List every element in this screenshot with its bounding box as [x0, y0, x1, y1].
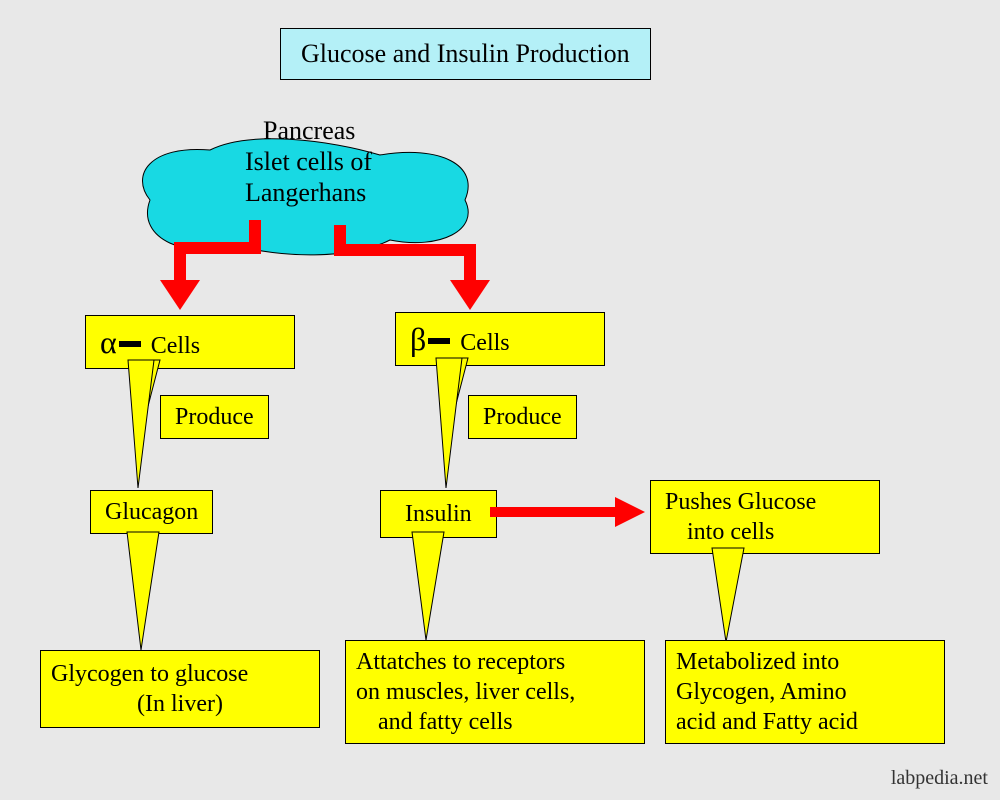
callout-tail-alpha-to-glucagon	[120, 360, 180, 500]
pancreas-line1: Pancreas	[245, 115, 372, 146]
glucagon-box: Glucagon	[90, 490, 213, 534]
attaches-line2: on muscles, liver cells,	[356, 677, 634, 707]
pancreas-label: Pancreas Islet cells of Langerhans	[245, 115, 372, 209]
watermark: labpedia.net	[891, 767, 988, 790]
insulin-box: Insulin	[380, 490, 497, 538]
metabolized-line3: acid and Fatty acid	[676, 707, 934, 737]
metabolized-box: Metabolized into Glycogen, Amino acid an…	[665, 640, 945, 744]
beta-symbol: β	[410, 321, 426, 357]
metabolized-line2: Glycogen, Amino	[676, 677, 934, 707]
callout-tail-pushes-to-metabolized	[700, 548, 770, 653]
pancreas-line3: Langerhans	[245, 177, 372, 208]
diagram-title: Glucose and Insulin Production	[280, 28, 651, 80]
glycogen-line1: Glycogen to glucose	[51, 659, 309, 689]
arrow-pancreas-to-alpha	[170, 220, 290, 330]
beta-cells-label: Cells	[460, 330, 509, 356]
pushes-line2: into cells	[665, 519, 774, 545]
dash-icon	[428, 338, 450, 344]
glycogen-line2: (In liver)	[51, 689, 309, 719]
attaches-line3: and fatty cells	[356, 707, 634, 737]
pancreas-line2: Islet cells of	[245, 146, 372, 177]
arrow-insulin-to-pushes	[490, 500, 660, 530]
metabolized-line1: Metabolized into	[676, 647, 934, 677]
callout-tail-beta-to-insulin	[428, 358, 488, 498]
callout-tail-glucagon-to-glycogen	[115, 532, 185, 662]
attaches-line1: Attatches to receptors	[356, 647, 634, 677]
alpha-symbol: α	[100, 324, 117, 360]
alpha-cells-label: Cells	[151, 333, 200, 359]
attaches-box: Attatches to receptors on muscles, liver…	[345, 640, 645, 744]
pushes-line1: Pushes Glucose	[665, 489, 816, 515]
glycogen-box: Glycogen to glucose (In liver)	[40, 650, 320, 728]
beta-cells-box: β Cells	[395, 312, 605, 366]
dash-icon	[119, 341, 141, 347]
pushes-glucose-box: Pushes Glucose into cells	[650, 480, 880, 554]
callout-tail-insulin-to-attaches	[400, 532, 470, 652]
